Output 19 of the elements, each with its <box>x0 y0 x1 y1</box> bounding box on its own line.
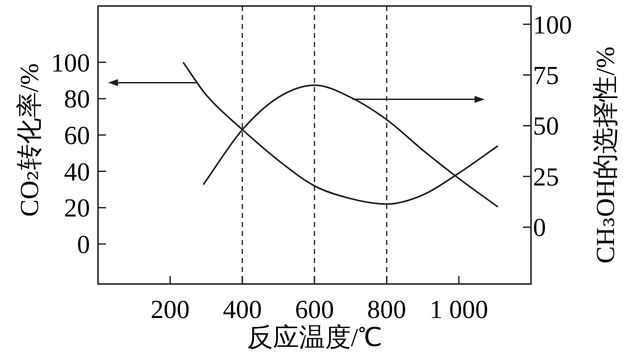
y-axis-title: CO₂转化率/% <box>15 63 45 217</box>
y2-axis-title: CH₃OH的选择性/% <box>591 46 621 264</box>
y2-tick-label: 50 <box>533 112 559 141</box>
y2-tick-label: 75 <box>533 60 559 90</box>
y-tick-label: 60 <box>64 121 90 150</box>
y-tick-label: 40 <box>64 157 90 186</box>
y-tick-label: 80 <box>64 84 90 114</box>
y2-tick-label: 25 <box>533 162 559 192</box>
x-axis-title: 反应温度/℃ <box>246 323 382 352</box>
y-tick-label: 20 <box>64 194 90 223</box>
y2-tick-label: 0 <box>533 213 546 242</box>
y2-tick-label: 100 <box>533 10 572 40</box>
x-tick-label: 200 <box>150 295 190 324</box>
y-tick-label: 100 <box>51 48 90 78</box>
x-tick-label: 400 <box>222 295 262 324</box>
x-tick-label: 800 <box>367 295 406 324</box>
y-tick-label: 0 <box>77 230 90 260</box>
x-tick-label: 600 <box>295 295 334 324</box>
x-tick-label: 1 000 <box>430 295 488 324</box>
